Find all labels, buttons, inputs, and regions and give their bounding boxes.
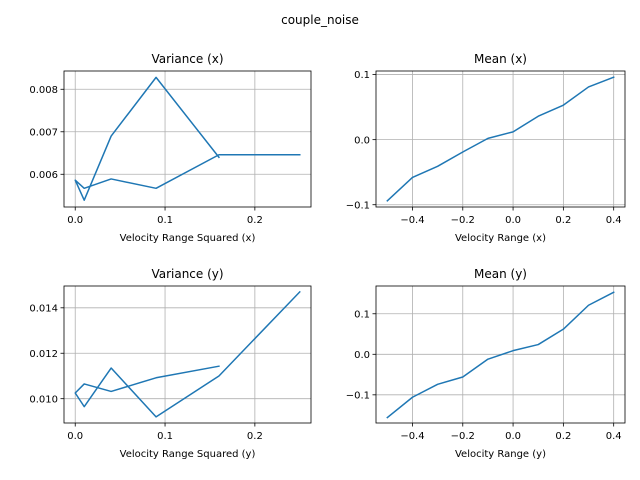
variance-x-xtick-label-2: 0.2 — [247, 215, 263, 226]
mean-y-xlabel: Velocity Range (y) — [455, 449, 546, 460]
figure-suptitle: couple_noise — [281, 13, 359, 27]
mean-x-title: Mean (x) — [474, 52, 527, 66]
mean-x-ytick-label-0: −0.1 — [346, 200, 370, 211]
variance-y-title: Variance (y) — [151, 267, 223, 281]
mean-x-ytick-label-1: 0.0 — [354, 135, 370, 146]
mean-x-xtick-label-4: 0.4 — [606, 215, 622, 226]
subplot-mean-x: −0.4 −0.2 0.0 0.2 0.4 −0.1 0.0 0.1 Mean (x) Veloc… — [346, 52, 626, 244]
variance-x-xlabel: Velocity Range Squared (x) — [120, 233, 256, 244]
variance-x-title: Variance (x) — [151, 52, 223, 66]
mean-y-ytick-label-2: 0.1 — [354, 309, 370, 320]
mean-y-title: Mean (y) — [474, 267, 527, 281]
variance-y-ytick-label-0: 0.010 — [29, 394, 58, 405]
variance-y-ytick-label-1: 0.012 — [29, 349, 58, 360]
variance-x-xtick-label-1: 0.1 — [157, 215, 173, 226]
variance-y-xtick-label-2: 0.2 — [247, 431, 263, 442]
mean-x-axes-frame — [375, 70, 626, 208]
mean-x-xtick-label-2: 0.0 — [505, 215, 521, 226]
mean-x-ytick-label-2: 0.1 — [354, 70, 370, 81]
variance-y-series-line — [74, 290, 301, 418]
variance-x-ytick-label-1: 0.007 — [29, 127, 58, 138]
subplot-variance-y: 0.0 0.1 0.2 0.010 0.012 0.014 Variance (y) Velo… — [29, 267, 312, 460]
subplot-variance-x: 0.0 0.1 0.2 0.006 0.007 0.008 Variance (x) Velo… — [29, 52, 312, 244]
subplot-mean-y: −0.4 −0.2 0.0 0.2 0.4 −0.1 0.0 0.1 Mean (y) Veloc… — [346, 267, 626, 460]
variance-y-xlabel: Velocity Range Squared (y) — [120, 449, 256, 460]
mean-y-xtick-label-3: 0.2 — [555, 431, 571, 442]
mean-x-xtick-label-1: −0.2 — [451, 215, 475, 226]
mean-x-xtick-label-0: −0.4 — [400, 215, 424, 226]
mean-y-xtick-label-2: 0.0 — [505, 431, 521, 442]
mean-x-series-line — [386, 76, 615, 202]
variance-x-ytick-label-0: 0.006 — [29, 170, 58, 181]
variance-x-ytick-label-2: 0.008 — [29, 85, 58, 96]
mean-y-ytick-label-0: −0.1 — [346, 390, 370, 401]
variance-y-ytick-label-2: 0.014 — [29, 303, 58, 314]
mean-y-xtick-label-1: −0.2 — [451, 431, 475, 442]
variance-x-series-line — [74, 76, 301, 201]
mean-y-xtick-label-0: −0.4 — [400, 431, 424, 442]
mean-x-xtick-label-3: 0.2 — [555, 215, 571, 226]
mean-y-xtick-label-4: 0.4 — [606, 431, 622, 442]
subplots: 0.0 0.1 0.2 0.006 0.007 0.008 Variance (x) Velo… — [29, 52, 626, 460]
mean-y-series-line — [386, 291, 615, 419]
mean-x-xlabel: Velocity Range (x) — [455, 233, 546, 244]
variance-x-axes-frame — [63, 70, 312, 208]
variance-y-axes-frame — [63, 285, 312, 424]
variance-y-xtick-label-1: 0.1 — [157, 431, 173, 442]
variance-x-xtick-label-0: 0.0 — [67, 215, 83, 226]
mean-y-ytick-label-1: 0.0 — [354, 350, 370, 361]
variance-y-xtick-label-0: 0.0 — [67, 431, 83, 442]
